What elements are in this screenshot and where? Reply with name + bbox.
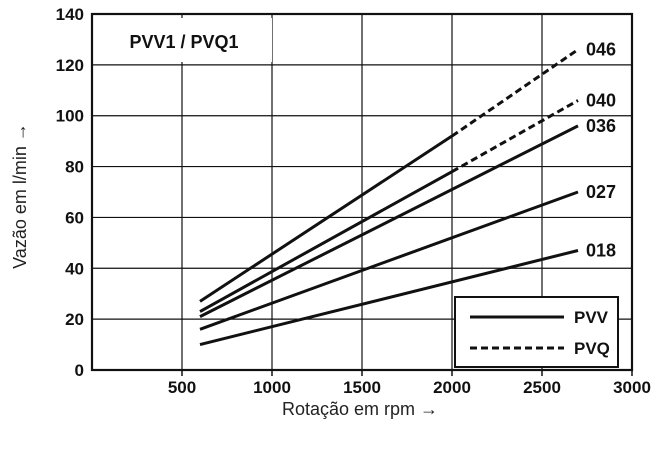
grid <box>92 14 632 370</box>
series-label-027: 027 <box>586 182 616 202</box>
y-tick-label: 140 <box>56 5 84 24</box>
y-tick-label: 0 <box>75 361 84 380</box>
x-tick-label: 3000 <box>613 378 651 397</box>
y-tick-label: 120 <box>56 56 84 75</box>
series-line-040-solid <box>199 170 453 313</box>
x-tick-label: 2500 <box>523 378 561 397</box>
series-line-046-dashed <box>451 48 579 138</box>
legend: PVV PVQ <box>454 296 619 368</box>
y-tick-label: 80 <box>65 158 84 177</box>
series-label-046: 046 <box>586 40 616 60</box>
series-label-018: 018 <box>586 240 616 260</box>
y-tick-label: 40 <box>65 259 84 278</box>
series-line-036-solid <box>199 124 579 318</box>
series-line-027-solid <box>199 190 579 331</box>
chart-title: PVV1 / PVQ1 <box>129 32 238 52</box>
x-tick-label: 1500 <box>343 378 381 397</box>
legend-box <box>454 296 619 368</box>
x-tick-label: 1000 <box>253 378 291 397</box>
x-tick-label: 500 <box>168 378 196 397</box>
tick-labels: 500 1000 1500 2000 2500 3000 0 20 40 60 80 100 120 14… <box>56 5 651 397</box>
series-line-046-solid <box>199 134 453 303</box>
legend-label-pvv: PVV <box>574 308 609 327</box>
series-line-018-solid <box>199 249 579 347</box>
y-tick-label: 60 <box>65 208 84 227</box>
x-axis-title: Rotação em rpm → <box>282 399 438 419</box>
axes <box>90 12 634 376</box>
series-label-040: 040 <box>586 90 616 110</box>
x-tick-label: 2000 <box>433 378 471 397</box>
legend-label-pvq: PVQ <box>574 339 610 358</box>
y-tick-label: 100 <box>56 107 84 126</box>
y-axis-title: Vazão em l/min → <box>10 123 30 269</box>
series-line-040-dashed <box>451 99 579 173</box>
title-box-bg <box>96 18 272 62</box>
series-label-036: 036 <box>586 116 616 136</box>
series-labels: 046 040 036 027 018 <box>586 40 616 261</box>
series-lines <box>199 48 579 347</box>
y-tick-label: 20 <box>65 310 84 329</box>
